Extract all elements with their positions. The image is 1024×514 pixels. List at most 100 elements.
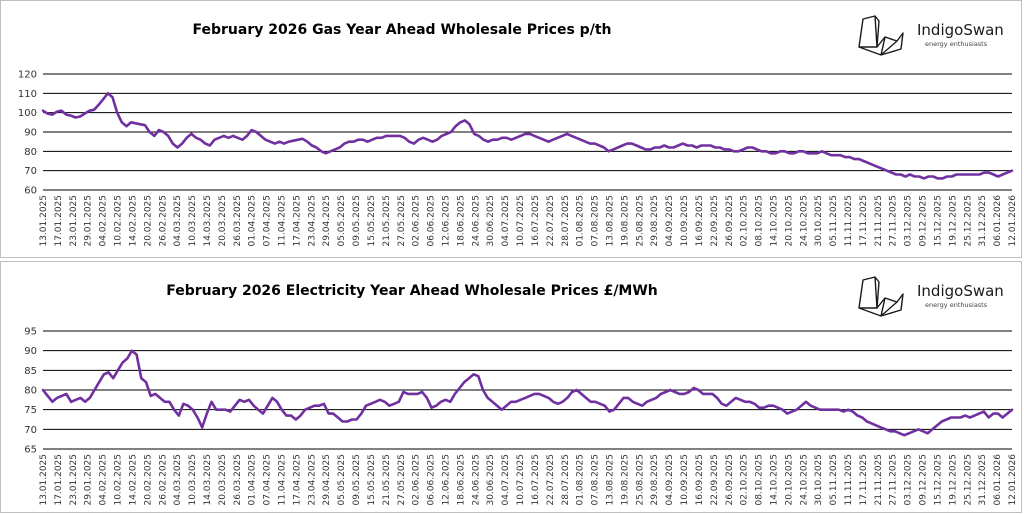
x-tick-label: 11.04.2025 bbox=[278, 195, 288, 247]
x-tick-label: 31.12.2025 bbox=[978, 195, 988, 247]
x-tick-label: 17.04.2025 bbox=[292, 195, 302, 247]
x-tick-label: 04.02.2025 bbox=[99, 195, 109, 247]
x-tick-label: 22.09.2025 bbox=[710, 195, 720, 247]
x-tick-label: 06.06.2025 bbox=[427, 454, 437, 506]
logo-name: IndigoSwan bbox=[917, 21, 1004, 39]
x-tick-label: 10.09.2025 bbox=[680, 195, 690, 247]
x-tick-label: 21.11.2025 bbox=[874, 195, 884, 247]
x-tick-label: 09.12.2025 bbox=[919, 454, 929, 506]
x-tick-label: 28.07.2025 bbox=[561, 195, 571, 247]
indigoswan-logo: IndigoSwan energy enthusiasts bbox=[851, 276, 1011, 320]
x-tick-label: 29.01.2025 bbox=[84, 195, 94, 247]
x-tick-label: 14.02.2025 bbox=[128, 454, 138, 506]
x-tick-label: 03.12.2025 bbox=[904, 454, 914, 506]
x-tick-label: 28.07.2025 bbox=[561, 454, 571, 506]
x-tick-label: 21.05.2025 bbox=[382, 454, 392, 506]
y-tick-label: 95 bbox=[24, 327, 37, 338]
x-tick-label: 30.06.2025 bbox=[486, 454, 496, 506]
x-tick-label: 15.12.2025 bbox=[933, 195, 943, 247]
x-tick-label: 07.08.2025 bbox=[591, 195, 601, 247]
x-tick-label: 13.08.2025 bbox=[605, 454, 615, 506]
x-tick-label: 12.06.2025 bbox=[442, 195, 452, 247]
x-tick-label: 22.07.2025 bbox=[546, 195, 556, 247]
x-tick-label: 17.01.2025 bbox=[54, 195, 64, 247]
x-tick-label: 04.09.2025 bbox=[665, 195, 675, 247]
x-tick-label: 21.05.2025 bbox=[382, 195, 392, 247]
x-tick-label: 11.04.2025 bbox=[278, 454, 288, 506]
x-tick-label: 25.12.2025 bbox=[963, 454, 973, 506]
x-tick-label: 30.10.2025 bbox=[814, 454, 824, 506]
x-tick-label: 15.12.2025 bbox=[933, 454, 943, 506]
x-tick-label: 10.03.2025 bbox=[188, 454, 198, 506]
x-tick-label: 02.10.2025 bbox=[740, 454, 750, 506]
x-tick-label: 10.09.2025 bbox=[680, 454, 690, 506]
x-tick-label: 04.07.2025 bbox=[501, 195, 511, 247]
x-tick-label: 17.11.2025 bbox=[859, 195, 869, 247]
x-tick-label: 10.07.2025 bbox=[516, 454, 526, 506]
x-tick-label: 15.05.2025 bbox=[367, 195, 377, 247]
y-tick-label: 100 bbox=[18, 108, 37, 119]
x-tick-label: 29.08.2025 bbox=[650, 195, 660, 247]
x-tick-label: 04.02.2025 bbox=[99, 454, 109, 506]
x-tick-label: 01.04.2025 bbox=[248, 195, 258, 247]
x-tick-label: 19.12.2025 bbox=[948, 195, 958, 247]
series-line bbox=[41, 349, 1014, 437]
x-tick-label: 26.02.2025 bbox=[158, 454, 168, 506]
logo-tagline: energy enthusiasts bbox=[925, 301, 988, 309]
chart-title: February 2026 Electricity Year Ahead Who… bbox=[166, 283, 658, 299]
x-tick-label: 19.08.2025 bbox=[620, 454, 630, 506]
x-tick-label: 31.12.2025 bbox=[978, 454, 988, 506]
y-tick-label: 85 bbox=[24, 366, 37, 377]
x-tick-label: 09.05.2025 bbox=[352, 195, 362, 247]
x-tick-label: 05.11.2025 bbox=[829, 195, 839, 247]
x-tick-label: 12.01.2026 bbox=[1008, 195, 1018, 247]
x-tick-label: 07.04.2025 bbox=[263, 454, 273, 506]
x-tick-label: 13.08.2025 bbox=[605, 195, 615, 247]
y-tick-label: 120 bbox=[18, 70, 37, 81]
x-tick-label: 19.08.2025 bbox=[620, 195, 630, 247]
x-tick-label: 20.02.2025 bbox=[143, 195, 153, 247]
y-tick-label: 60 bbox=[24, 186, 37, 197]
x-tick-label: 17.04.2025 bbox=[292, 454, 302, 506]
x-tick-label: 17.01.2025 bbox=[54, 454, 64, 506]
x-tick-label: 30.10.2025 bbox=[814, 195, 824, 247]
x-tick-label: 01.04.2025 bbox=[248, 454, 258, 506]
y-tick-label: 110 bbox=[18, 89, 37, 100]
y-tick-label: 65 bbox=[24, 445, 37, 456]
x-tick-label: 14.10.2025 bbox=[769, 195, 779, 247]
y-tick-label: 80 bbox=[24, 386, 37, 397]
x-tick-label: 26.03.2025 bbox=[233, 195, 243, 247]
x-tick-label: 27.11.2025 bbox=[889, 195, 899, 247]
x-tick-label: 12.01.2026 bbox=[1008, 454, 1018, 506]
x-tick-label: 23.01.2025 bbox=[69, 454, 79, 506]
x-tick-label: 11.11.2025 bbox=[844, 195, 854, 247]
series-line bbox=[41, 92, 1014, 180]
x-tick-label: 22.09.2025 bbox=[710, 454, 720, 506]
x-tick-label: 26.09.2025 bbox=[725, 454, 735, 506]
x-tick-label: 27.05.2025 bbox=[397, 454, 407, 506]
x-tick-label: 04.03.2025 bbox=[173, 195, 183, 247]
x-tick-label: 05.05.2025 bbox=[337, 195, 347, 247]
x-tick-label: 06.01.2026 bbox=[993, 195, 1003, 247]
y-tick-label: 80 bbox=[24, 147, 37, 158]
x-tick-label: 02.06.2025 bbox=[412, 454, 422, 506]
x-tick-label: 04.07.2025 bbox=[501, 454, 511, 506]
x-tick-label: 23.01.2025 bbox=[69, 195, 79, 247]
x-tick-label: 05.05.2025 bbox=[337, 454, 347, 506]
x-tick-label: 24.10.2025 bbox=[799, 195, 809, 247]
x-tick-label: 02.10.2025 bbox=[740, 195, 750, 247]
logo-name: IndigoSwan bbox=[917, 282, 1004, 300]
x-tick-label: 10.02.2025 bbox=[114, 454, 124, 506]
indigoswan-logo: IndigoSwan energy enthusiasts bbox=[851, 15, 1011, 59]
x-tick-label: 11.11.2025 bbox=[844, 454, 854, 506]
x-tick-label: 06.06.2025 bbox=[427, 195, 437, 247]
y-tick-label: 75 bbox=[24, 405, 37, 416]
x-tick-label: 04.09.2025 bbox=[665, 454, 675, 506]
origami-swan-icon bbox=[858, 15, 904, 56]
electricity-price-plot: 65 70 75 80 85 90 95 13.01.2025 17.01.2025 23.01.… bbox=[24, 327, 1018, 506]
x-tick-label: 18.06.2025 bbox=[456, 195, 466, 247]
x-tick-label: 08.10.2025 bbox=[755, 454, 765, 506]
y-tick-label: 70 bbox=[24, 166, 37, 177]
x-tick-label: 20.03.2025 bbox=[218, 454, 228, 506]
x-tick-label: 12.06.2025 bbox=[442, 454, 452, 506]
